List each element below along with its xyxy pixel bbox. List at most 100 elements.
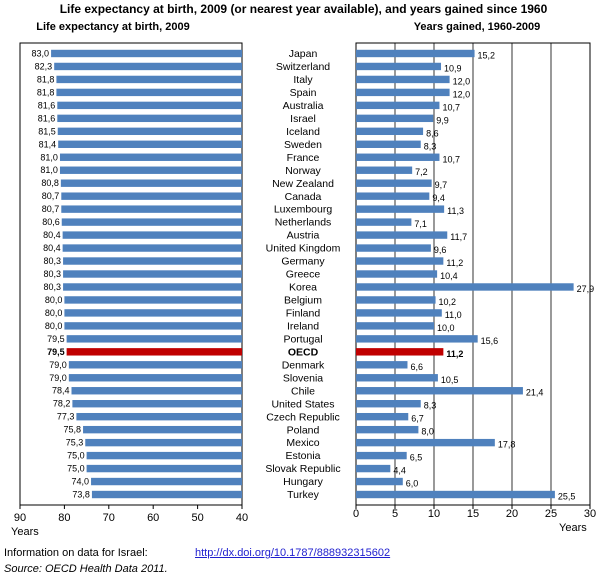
years-gained-bar: [356, 153, 440, 161]
life-expectancy-bar: [71, 387, 242, 395]
years-gained-value-label: 7,2: [415, 167, 428, 177]
life-expectancy-bar: [86, 451, 242, 460]
israel-data-link[interactable]: http://dx.doi.org/10.1787/888932315602: [195, 547, 391, 559]
country-label: Switzerland: [276, 61, 330, 73]
life-expectancy-value-label: 78,2: [53, 399, 71, 409]
life-expectancy-bar: [56, 75, 242, 84]
years-gained-value-label: 11,7: [450, 232, 467, 242]
life-expectancy-bar: [62, 231, 243, 239]
country-labels: JapanSwitzerlandItalySpainAustraliaIsrae…: [265, 48, 340, 501]
life-expectancy-chart: Life expectancy at birth, 2009 (or neare…: [11, 2, 597, 538]
life-expectancy-value-label: 80,0: [45, 308, 63, 318]
years-gained-value-label: 6,7: [411, 414, 424, 424]
life-expectancy-value-label: 79,5: [47, 334, 65, 344]
years-gained-bar: [356, 451, 407, 460]
life-expectancy-value-label: 81,4: [39, 139, 57, 149]
years-gained-value-label: 15,6: [481, 336, 499, 346]
years-gained-value-label: 11,2: [446, 349, 463, 359]
right-panel: 0 5 10 15 20 25 30 15,2 10,9 12,0 12,0 10,7 9,9 8,6 8,…: [353, 42, 596, 520]
left-panel-title: Life expectancy at birth, 2009: [36, 21, 189, 33]
country-label: Mexico: [286, 437, 319, 449]
life-expectancy-bar: [72, 400, 242, 408]
life-expectancy-bar: [85, 438, 242, 447]
years-gained-value-label: 9,6: [434, 245, 447, 255]
country-label: Slovenia: [283, 372, 323, 384]
left-tick-label: 70: [103, 512, 115, 524]
years-gained-bar: [356, 218, 412, 226]
country-label: Slovak Republic: [265, 463, 340, 475]
country-label: Spain: [290, 87, 317, 99]
country-label: France: [287, 152, 320, 164]
country-label: Norway: [285, 165, 321, 177]
country-label: Australia: [283, 100, 324, 112]
country-label: Germany: [281, 256, 325, 268]
years-gained-bar: [356, 322, 434, 330]
years-gained-value-label: 11,2: [446, 258, 463, 268]
israel-info-label: Information on data for Israel:: [4, 547, 148, 559]
years-gained-value-label: 10,7: [442, 102, 460, 112]
right-tick-label: 5: [392, 508, 398, 520]
country-label: Portugal: [283, 333, 322, 345]
life-expectancy-bar: [64, 296, 243, 304]
life-expectancy-bar: [60, 179, 243, 187]
years-gained-bar: [356, 490, 555, 499]
left-tick-label: 90: [14, 512, 26, 524]
life-expectancy-value-label: 80,6: [42, 217, 60, 227]
right-tick-label: 25: [545, 508, 557, 520]
years-gained-bar: [356, 335, 478, 343]
country-label: Korea: [289, 282, 317, 294]
country-label: Czech Republic: [266, 411, 340, 423]
life-expectancy-value-label: 79,0: [49, 360, 67, 370]
life-expectancy-bar: [61, 205, 243, 213]
life-expectancy-bar: [76, 412, 242, 421]
life-expectancy-value-label: 81,6: [38, 100, 56, 110]
years-gained-value-label: 11,0: [445, 310, 462, 320]
left-tick-label: 40: [236, 512, 248, 524]
years-gained-bar: [356, 75, 450, 84]
life-expectancy-value-label: 75,0: [67, 451, 85, 461]
life-expectancy-bar: [59, 166, 243, 174]
years-gained-bar: [356, 114, 434, 123]
life-expectancy-value-label: 73,8: [72, 490, 90, 500]
life-expectancy-value-label: 82,3: [35, 61, 53, 71]
years-gained-value-label: 8,3: [424, 401, 437, 411]
life-expectancy-bar: [66, 348, 243, 356]
country-label: Belgium: [284, 295, 322, 307]
years-gained-bar: [356, 257, 444, 265]
life-expectancy-bar: [64, 322, 243, 330]
life-expectancy-bar: [61, 218, 243, 226]
years-gained-value-label: 21,4: [526, 388, 544, 398]
years-gained-value-label: 10,9: [444, 63, 462, 73]
years-gained-value-label: 17,8: [498, 440, 516, 450]
life-expectancy-bar: [91, 490, 242, 499]
country-label: Luxembourg: [274, 204, 333, 216]
left-panel: 90 80 70 60 50 40 83,0 82,3 81,8 81,8 81,6 81,6 81,5…: [14, 42, 248, 524]
chart-title: Life expectancy at birth, 2009 (or neare…: [60, 2, 548, 16]
country-label: Iceland: [286, 126, 320, 138]
country-label: Israel: [290, 113, 316, 125]
years-gained-value-label: 9,4: [432, 193, 445, 203]
years-gained-bar: [356, 88, 450, 97]
country-label: Poland: [287, 424, 320, 436]
years-gained-value-label: 10,4: [440, 271, 458, 281]
country-label: OECD: [288, 346, 319, 358]
life-expectancy-value-label: 80,7: [42, 191, 60, 201]
years-gained-value-label: 6,0: [406, 479, 419, 489]
country-label: Greece: [286, 269, 321, 281]
life-expectancy-value-label: 83,0: [32, 48, 50, 58]
years-gained-bar: [356, 309, 442, 317]
years-gained-bar: [356, 101, 440, 110]
left-tick-label: 60: [147, 512, 159, 524]
years-gained-value-label: 8,0: [421, 427, 434, 437]
source-note: Source: OECD Health Data 2011.: [4, 563, 168, 575]
years-gained-bar: [356, 374, 438, 382]
country-label: Canada: [285, 191, 322, 203]
life-expectancy-value-label: 81,5: [38, 126, 56, 136]
right-tick-label: 15: [467, 508, 479, 520]
years-gained-value-label: 10,2: [439, 297, 457, 307]
life-expectancy-bar: [86, 464, 242, 473]
years-gained-bar: [356, 244, 431, 252]
country-label: Hungary: [283, 476, 323, 488]
life-expectancy-value-label: 77,3: [57, 412, 75, 422]
life-expectancy-bar: [58, 140, 243, 148]
